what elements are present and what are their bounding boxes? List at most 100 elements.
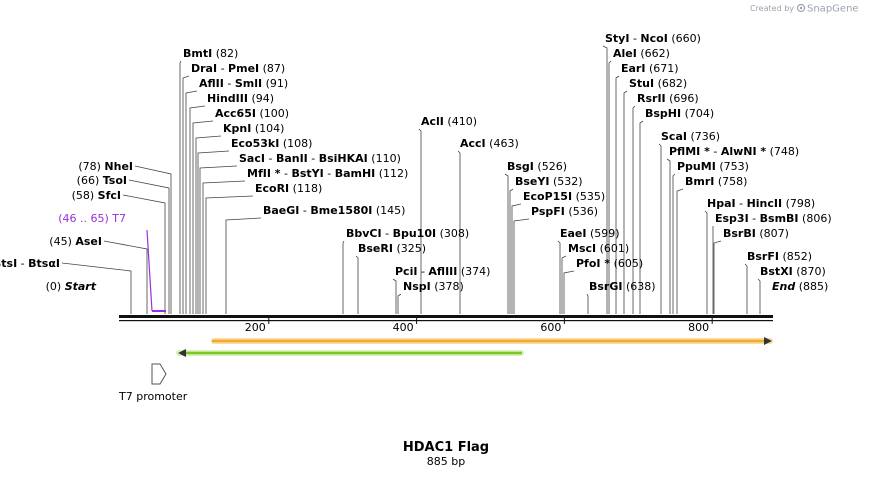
enzyme-name[interactable]: StuI: [629, 77, 654, 90]
enzyme-name[interactable]: PpuMI: [677, 160, 716, 173]
site-label[interactable]: (46 .. 65) T7: [58, 212, 126, 225]
enzyme-name[interactable]: BsmBI: [760, 212, 799, 225]
enzyme-name[interactable]: EcoRI: [255, 182, 289, 195]
enzyme-name[interactable]: Bpu10I: [393, 227, 437, 240]
enzyme-name[interactable]: BmtI: [183, 47, 212, 60]
site-label[interactable]: RsrII (696): [637, 92, 699, 105]
enzyme-name[interactable]: BsiHKAI: [319, 152, 368, 165]
site-label[interactable]: PpuMI (753): [677, 160, 749, 173]
enzyme-name[interactable]: SacI: [239, 152, 265, 165]
site-label[interactable]: Acc65I (100): [215, 107, 289, 120]
site-label[interactable]: EcoRI (118): [255, 182, 322, 195]
site-label[interactable]: AclI (410): [421, 115, 477, 128]
site-label[interactable]: MfII * - BstYI - BamHI (112): [247, 167, 408, 180]
site-label[interactable]: (0) Start: [46, 280, 97, 293]
enzyme-name[interactable]: EaeI: [560, 227, 587, 240]
enzyme-name[interactable]: Acc65I: [215, 107, 256, 120]
enzyme-name[interactable]: BtsI: [0, 257, 17, 270]
enzyme-name[interactable]: PfoI *: [576, 257, 610, 270]
enzyme-name[interactable]: BbvCI: [346, 227, 382, 240]
enzyme-name[interactable]: TsoI: [103, 174, 127, 187]
enzyme-name[interactable]: KpnI: [223, 122, 251, 135]
enzyme-name[interactable]: BaeGI: [263, 204, 299, 217]
enzyme-name[interactable]: HpaI: [707, 197, 736, 210]
site-label[interactable]: HpaI - HincII (798): [707, 197, 815, 210]
enzyme-name[interactable]: PflMI *: [669, 145, 710, 158]
site-label[interactable]: BsrFI (852): [747, 250, 812, 263]
site-label[interactable]: AleI (662): [613, 47, 670, 60]
site-label[interactable]: MscI (601): [568, 242, 629, 255]
t7-promoter-feature[interactable]: [151, 363, 167, 385]
site-label[interactable]: BsrGI (638): [589, 280, 656, 293]
enzyme-name[interactable]: BsrGI: [589, 280, 622, 293]
enzyme-name[interactable]: EcoP15I: [523, 190, 572, 203]
enzyme-name[interactable]: EarI: [621, 62, 645, 75]
enzyme-name[interactable]: HindIII: [207, 92, 248, 105]
site-label[interactable]: PfoI * (605): [576, 257, 643, 270]
site-label[interactable]: BmrI (758): [685, 175, 747, 188]
sequence-backbone[interactable]: [119, 315, 773, 322]
enzyme-name[interactable]: BanII: [276, 152, 308, 165]
enzyme-name[interactable]: BseRI: [358, 242, 393, 255]
enzyme-name[interactable]: NspI: [403, 280, 431, 293]
enzyme-name[interactable]: SmlI: [235, 77, 262, 90]
site-label[interactable]: EaeI (599): [560, 227, 620, 240]
site-label[interactable]: AflII - SmlI (91): [199, 77, 288, 90]
site-label[interactable]: StyI - NcoI (660): [605, 32, 701, 45]
enzyme-name[interactable]: PspFI: [531, 205, 565, 218]
enzyme-name[interactable]: BsrBI: [723, 227, 756, 240]
site-label[interactable]: BmtI (82): [183, 47, 238, 60]
site-label[interactable]: BstXI (870): [760, 265, 826, 278]
enzyme-name[interactable]: BstXI: [760, 265, 793, 278]
site-label[interactable]: StuI (682): [629, 77, 687, 90]
enzyme-name[interactable]: Bme1580I: [310, 204, 372, 217]
enzyme-name[interactable]: T7: [111, 212, 126, 225]
enzyme-name[interactable]: BsgI: [507, 160, 534, 173]
site-label[interactable]: BspHI (704): [645, 107, 714, 120]
enzyme-name[interactable]: AseI: [75, 235, 102, 248]
enzyme-name[interactable]: DraI: [191, 62, 217, 75]
site-label[interactable]: BbvCI - Bpu10I (308): [346, 227, 469, 240]
site-label[interactable]: (21) BtsI - BtsαI: [0, 257, 60, 270]
site-label[interactable]: (58) SfcI: [72, 189, 121, 202]
site-label[interactable]: HindIII (94): [207, 92, 274, 105]
enzyme-name[interactable]: PciI: [395, 265, 417, 278]
site-label[interactable]: BsrBI (807): [723, 227, 789, 240]
enzyme-name[interactable]: AlwNI *: [721, 145, 767, 158]
enzyme-name[interactable]: AclI: [421, 115, 444, 128]
site-label[interactable]: Eco53kI (108): [231, 137, 312, 150]
site-label[interactable]: PspFI (536): [531, 205, 598, 218]
site-label[interactable]: (66) TsoI: [77, 174, 127, 187]
enzyme-name[interactable]: RsrII: [637, 92, 666, 105]
enzyme-name[interactable]: Eco53kI: [231, 137, 279, 150]
site-label[interactable]: EarI (671): [621, 62, 679, 75]
site-label[interactable]: PciI - AflIII (374): [395, 265, 490, 278]
enzyme-name[interactable]: StyI: [605, 32, 629, 45]
site-label[interactable]: BseYI (532): [515, 175, 583, 188]
feature-reverse[interactable]: [176, 349, 524, 357]
enzyme-name[interactable]: AccI: [460, 137, 486, 150]
enzyme-name[interactable]: NheI: [104, 160, 133, 173]
site-label[interactable]: BsgI (526): [507, 160, 567, 173]
site-label[interactable]: NspI (378): [403, 280, 464, 293]
enzyme-name[interactable]: AflIII: [428, 265, 457, 278]
feature-orf-forward[interactable]: [211, 337, 773, 345]
enzyme-name[interactable]: MscI: [568, 242, 596, 255]
enzyme-name[interactable]: BtsαI: [28, 257, 60, 270]
site-label[interactable]: AccI (463): [460, 137, 519, 150]
enzyme-name[interactable]: AleI: [613, 47, 637, 60]
site-label[interactable]: ScaI (736): [661, 130, 720, 143]
site-label[interactable]: BaeGI - Bme1580I (145): [263, 204, 405, 217]
enzyme-name[interactable]: NcoI: [640, 32, 667, 45]
enzyme-name[interactable]: BstYI: [291, 167, 323, 180]
credit-brand[interactable]: SnapGene: [807, 4, 859, 15]
enzyme-name[interactable]: Esp3I: [715, 212, 749, 225]
enzyme-name[interactable]: End: [772, 280, 795, 293]
site-label[interactable]: KpnI (104): [223, 122, 284, 135]
enzyme-name[interactable]: HincII: [747, 197, 783, 210]
enzyme-name[interactable]: PmeI: [228, 62, 259, 75]
site-label[interactable]: (45) AseI: [49, 235, 102, 248]
site-label[interactable]: EcoP15I (535): [523, 190, 605, 203]
enzyme-name[interactable]: BseYI: [515, 175, 549, 188]
enzyme-name[interactable]: Start: [65, 280, 97, 293]
